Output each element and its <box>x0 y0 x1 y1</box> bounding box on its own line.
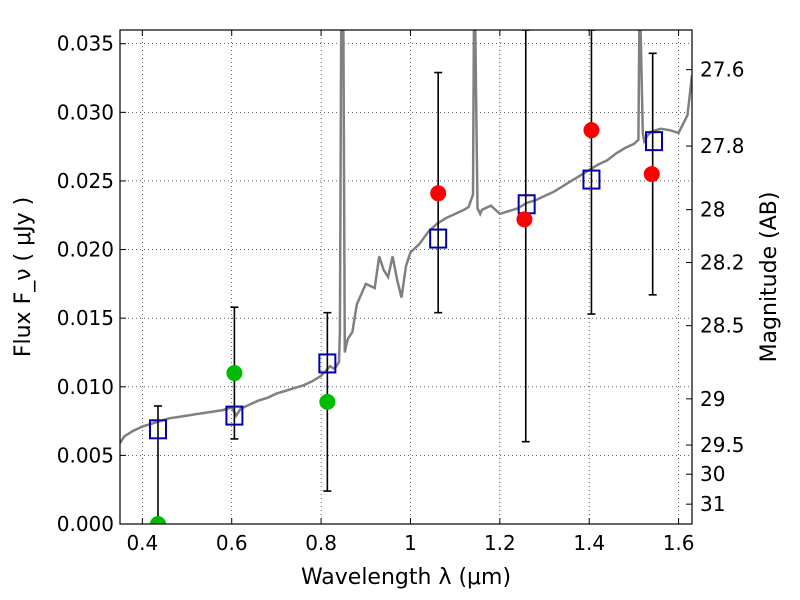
mag-tick-label: 29.5 <box>700 433 745 457</box>
x-tick-label: 1.2 <box>484 531 516 555</box>
observed-point-green <box>226 365 243 382</box>
mag-tick-label: 30 <box>700 462 725 486</box>
observed-point-red <box>430 185 447 202</box>
y-tick-label: 0.000 <box>57 512 114 536</box>
mag-tick-label: 31 <box>700 492 725 516</box>
mag-tick-label: 29 <box>700 387 725 411</box>
mag-tick-label: 28 <box>700 198 725 222</box>
mag-tick-label: 27.6 <box>700 58 745 82</box>
model-flux-square <box>225 405 244 426</box>
observed-point-red <box>643 166 660 183</box>
x-tick-label: 1.6 <box>663 531 695 555</box>
y-tick-label: 0.025 <box>57 169 114 193</box>
mag-tick-label: 27.8 <box>700 134 745 158</box>
axis-ticks: 0.4 0.6 0.8 1 1.2 1.4 1.6 0.000 0.005 0.010 0.015 0… <box>57 30 745 555</box>
observed-point-green <box>149 516 166 524</box>
observed-point-red <box>516 211 533 228</box>
y-tick-label: 0.015 <box>57 306 114 330</box>
y-tick-label: 0.030 <box>57 100 114 124</box>
x-tick-label: 0.6 <box>216 531 248 555</box>
observed-point-green <box>319 393 336 410</box>
x-tick-label: 1 <box>404 531 417 555</box>
observed-point-red <box>583 122 600 139</box>
y-axis-right-label: Magnitude (AB) <box>757 192 782 363</box>
y-tick-label: 0.010 <box>57 375 114 399</box>
plot-area <box>120 30 692 524</box>
x-axis-label: Wavelength λ (μm) <box>301 565 511 590</box>
template-spectrum-line <box>120 30 692 444</box>
x-tick-label: 0.8 <box>305 531 337 555</box>
model-flux-square <box>582 169 601 190</box>
mag-tick-label: 28.5 <box>700 314 745 338</box>
plot-frame <box>119 29 693 525</box>
model-flux-square <box>645 131 664 152</box>
mag-tick-label: 28.2 <box>700 251 745 275</box>
model-flux-square <box>318 353 337 374</box>
y-tick-label: 0.020 <box>57 238 114 262</box>
y-tick-label: 0.005 <box>57 443 114 467</box>
grid-lines <box>120 30 692 525</box>
model-flux-square <box>429 228 448 249</box>
x-tick-label: 1.4 <box>573 531 605 555</box>
model-flux-square <box>148 419 167 440</box>
y-axis-label: Flux F_ν ( μJy ) <box>11 197 36 357</box>
y-tick-label: 0.035 <box>57 32 114 56</box>
x-tick-label: 0.4 <box>126 531 158 555</box>
